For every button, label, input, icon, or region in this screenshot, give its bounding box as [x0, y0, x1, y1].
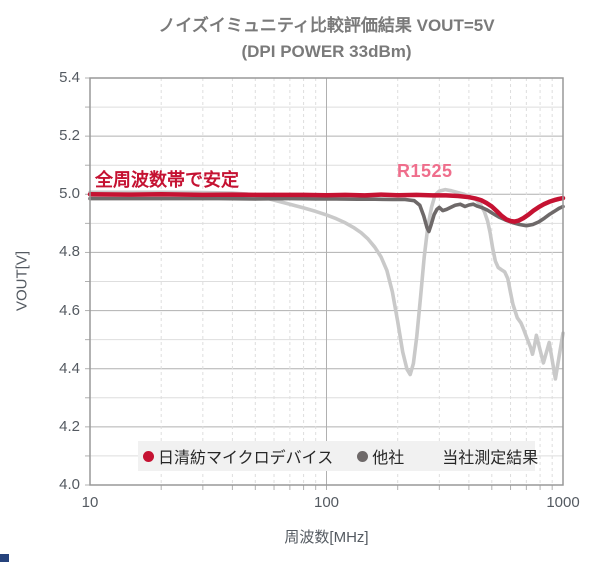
legend-label-nisshinbo: 日清紡マイクロデバイス	[158, 450, 334, 467]
legend-marker-other-icon	[357, 450, 369, 462]
chart-subtitle: (DPI POWER 33dBm)	[241, 42, 412, 61]
annotation-part-number: R1525	[397, 161, 453, 181]
legend-note-label: 当社測定結果	[442, 450, 539, 467]
legend-item-nisshinbo: 日清紡マイクロデバイス	[143, 444, 333, 468]
legend-marker-nisshinbo-icon	[143, 450, 154, 462]
y-tick-label: 4.4	[59, 359, 80, 377]
chart-title: ノイズイミュニティ比較評価結果 VOUT=5V	[158, 16, 495, 35]
y-tick-label: 5.4	[59, 69, 80, 86]
y-tick-label: 4.0	[59, 476, 80, 493]
y-tick-label: 5.2	[59, 127, 80, 145]
y-tick-label: 5.0	[59, 185, 80, 203]
annotation-stable-text: 全周波数帯で安定	[95, 170, 239, 190]
x-tick-label: 100	[313, 494, 340, 511]
legend-label-other: 他社	[372, 450, 405, 467]
series-other-light	[88, 187, 565, 381]
x-tick-label: 1000	[546, 494, 580, 511]
legend-item-note: 当社測定結果	[442, 444, 538, 468]
series-other-dark	[88, 196, 565, 234]
series-nisshinbo	[87, 192, 566, 224]
y-axis-title: VOUT[V]	[13, 250, 31, 312]
y-tick-label: 4.2	[59, 417, 80, 435]
legend: 日清紡マイクロデバイス 他社 当社測定結果	[138, 441, 538, 471]
corner-artifact	[0, 554, 9, 562]
x-tick-label: 10	[81, 494, 99, 511]
y-tick-label: 4.8	[59, 243, 80, 261]
y-tick-label: 4.6	[59, 301, 80, 319]
x-axis-title: 周波数[MHz]	[284, 529, 369, 546]
legend-item-other: 他社	[357, 444, 404, 468]
